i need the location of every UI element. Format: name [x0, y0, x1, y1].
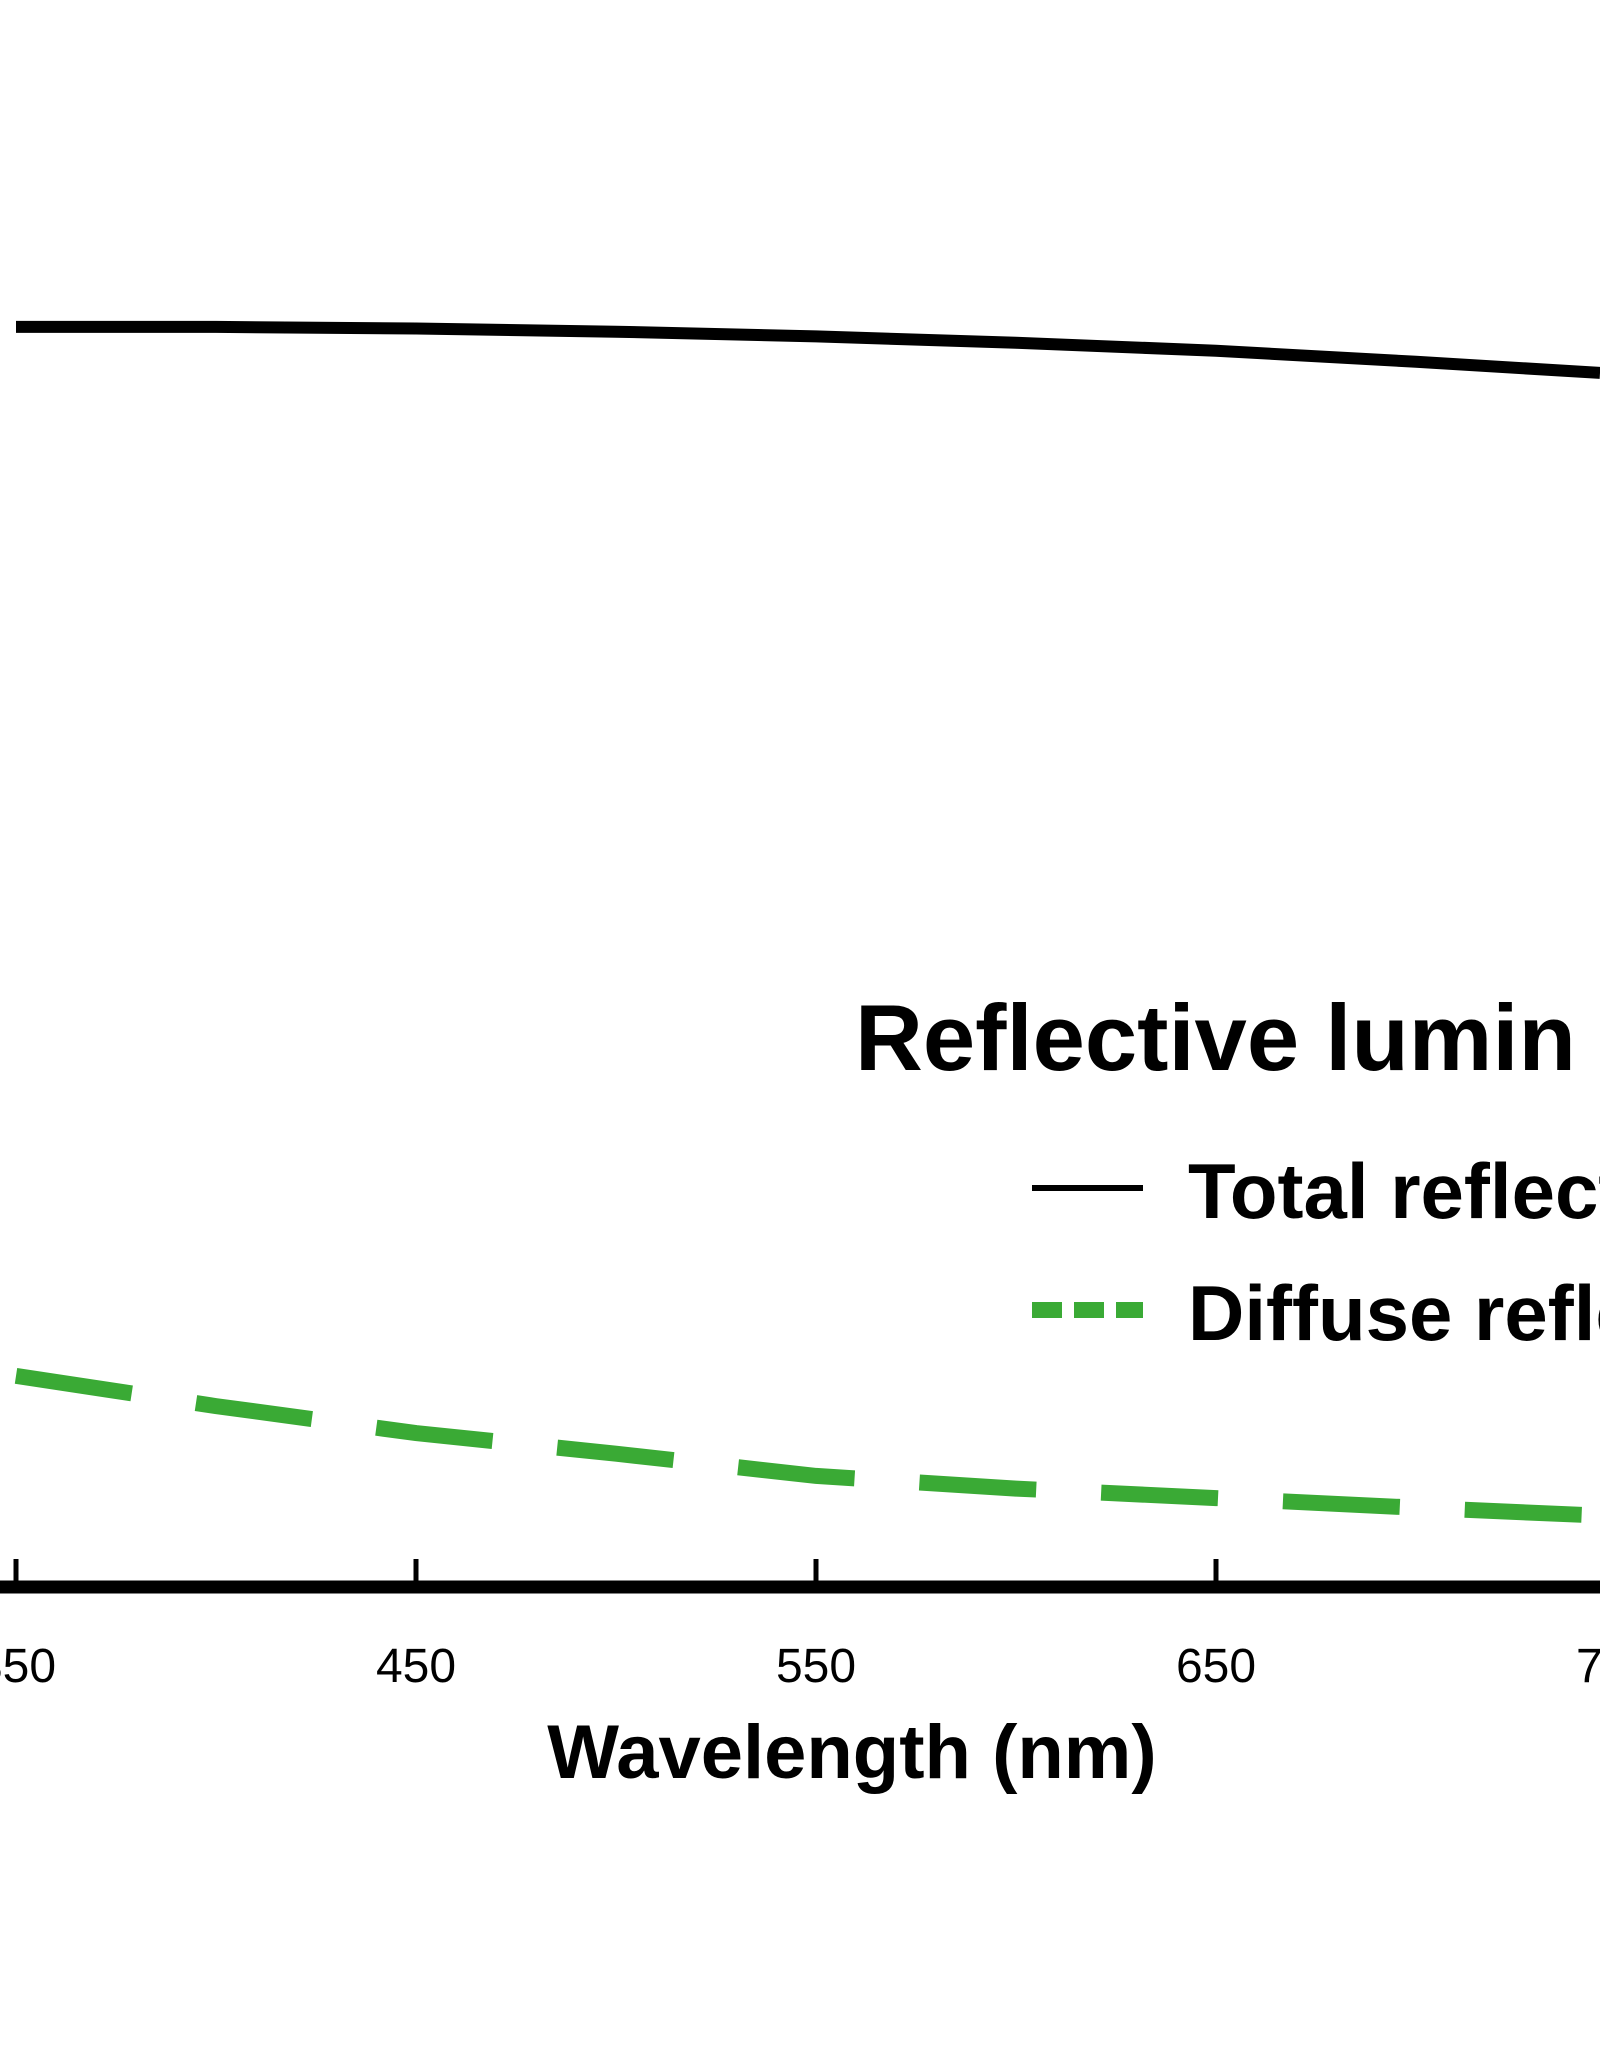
x-tick-label: 550 — [776, 1640, 856, 1693]
series-line — [14, 1367, 1600, 1524]
x-tick-label: 650 — [1176, 1640, 1256, 1693]
legend-label: Total reflect — [1188, 1147, 1600, 1235]
x-axis-label: Wavelength (nm) — [547, 1710, 1156, 1795]
legend-title: Reflective lumin — [855, 985, 1576, 1090]
x-tick-label: 750 — [1576, 1640, 1600, 1693]
legend-label: Diffuse refle — [1188, 1269, 1600, 1357]
x-tick-label: 350 — [0, 1640, 56, 1693]
x-tick-label: 450 — [376, 1640, 456, 1693]
series-line — [16, 320, 1600, 379]
